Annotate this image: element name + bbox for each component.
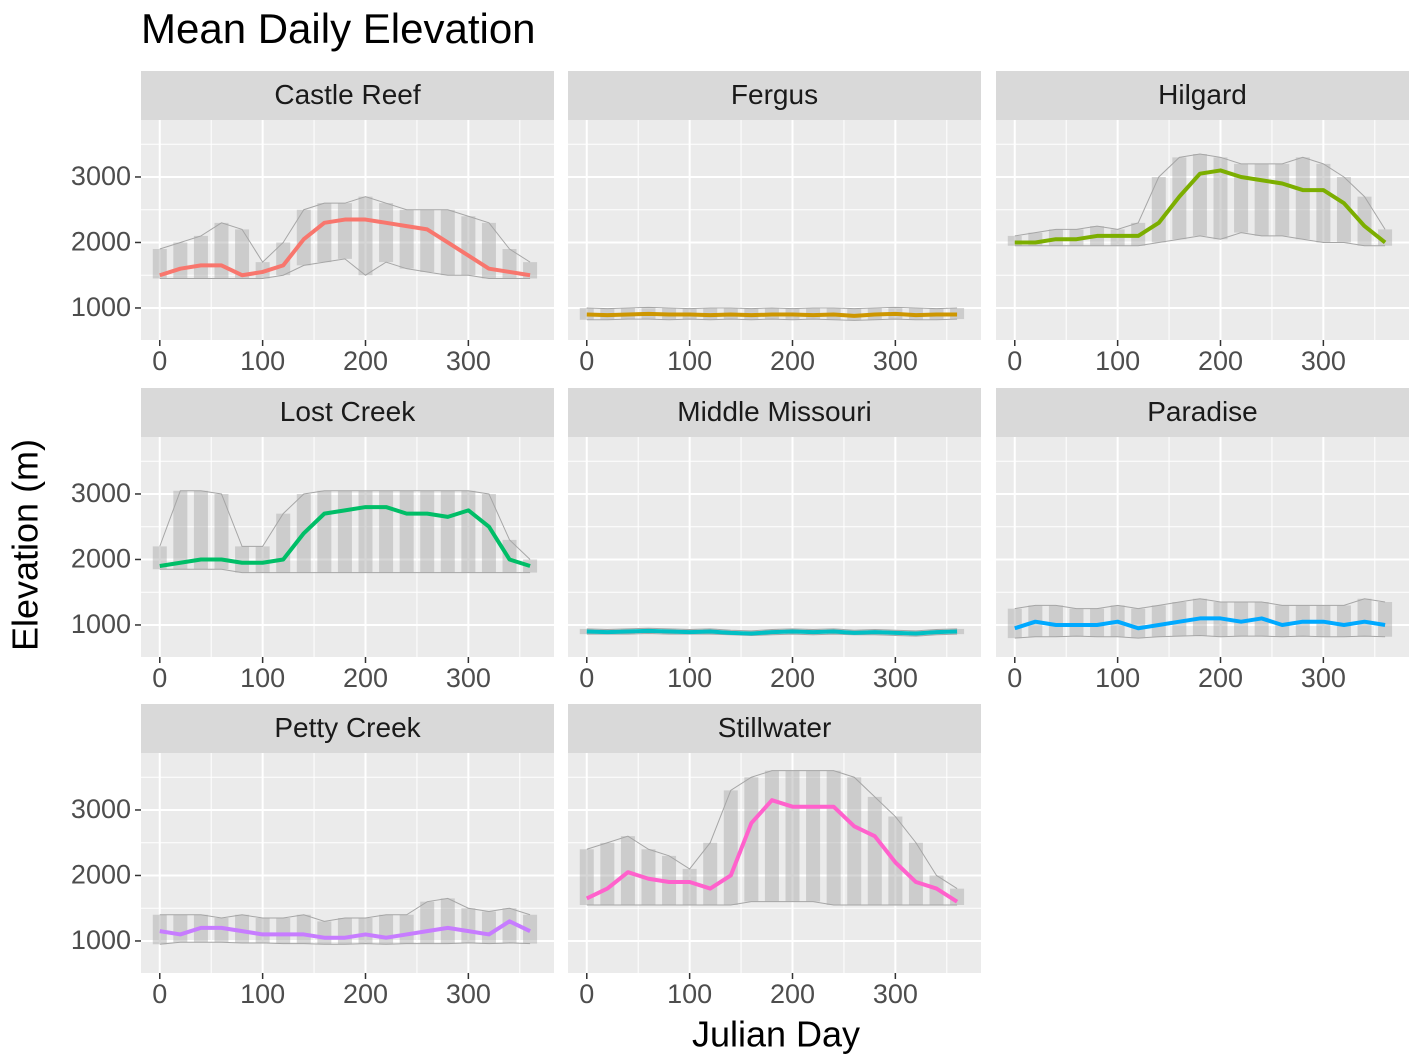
strip — [141, 388, 554, 437]
envelope-low — [586, 901, 958, 906]
y-tick-label: 1000 — [71, 292, 131, 322]
x-tick-label: 300 — [873, 346, 918, 376]
x-tick-label: 300 — [446, 346, 491, 376]
x-tick-label: 0 — [152, 346, 167, 376]
x-tick-label: 100 — [667, 979, 712, 1009]
x-tick-label: 200 — [770, 346, 815, 376]
x-tick-label: 0 — [152, 663, 167, 693]
x-tick-label: 300 — [446, 979, 491, 1009]
strip — [141, 71, 554, 120]
chart-title: Mean Daily Elevation — [141, 5, 536, 52]
envelope-low — [1014, 634, 1386, 639]
strip — [996, 71, 1409, 120]
envelope-high — [586, 306, 958, 310]
x-tick-label: 200 — [770, 979, 815, 1009]
x-tick-label: 100 — [240, 346, 285, 376]
envelope-high — [586, 627, 958, 632]
panel-background — [568, 437, 981, 657]
envelope-low — [159, 568, 531, 574]
facet-panel: Paradise 0 100 200 300 — [996, 388, 1409, 693]
strip-label: Paradise — [1147, 396, 1258, 427]
strip — [996, 388, 1409, 437]
x-tick-label: 200 — [770, 663, 815, 693]
strip — [568, 704, 981, 753]
y-tick-label: 3000 — [71, 794, 131, 824]
mean-line — [159, 505, 531, 569]
y-tick-label: 1000 — [71, 925, 131, 955]
y-tick-label: 2000 — [71, 860, 131, 890]
strip-label: Petty Creek — [274, 712, 421, 743]
strip-label: Lost Creek — [280, 396, 416, 427]
x-tick-label: 100 — [240, 979, 285, 1009]
x-tick-label: 200 — [1198, 346, 1243, 376]
envelope-low — [586, 318, 958, 321]
facet-panel: Fergus 0 100 200 300 — [568, 71, 981, 376]
envelope-low — [159, 258, 531, 279]
facet-panel: Petty Creek 1000 2000 3000 0 100 200 300 — [71, 704, 554, 1009]
facet-panel: Middle Missouri 0 100 200 300 — [568, 388, 981, 693]
x-tick-label: 300 — [873, 979, 918, 1009]
x-tick-label: 300 — [1301, 346, 1346, 376]
envelope-low — [586, 632, 958, 637]
x-tick-label: 0 — [1007, 346, 1022, 376]
x-tick-label: 300 — [446, 663, 491, 693]
envelope-high — [1014, 153, 1386, 237]
envelope-high — [586, 770, 958, 889]
x-tick-label: 100 — [667, 663, 712, 693]
x-tick-label: 300 — [1301, 663, 1346, 693]
x-tick-label: 200 — [1198, 663, 1243, 693]
panel-background — [996, 120, 1409, 340]
facet-panel: Lost Creek 1000 2000 3000 0 100 200 300 — [71, 388, 554, 693]
strip-label: Fergus — [731, 79, 818, 110]
y-tick-label: 3000 — [71, 478, 131, 508]
mean-line — [1014, 616, 1386, 631]
mean-line — [1014, 168, 1387, 245]
panel-background — [568, 753, 981, 973]
x-tick-label: 200 — [343, 663, 388, 693]
envelope-high — [159, 897, 531, 922]
x-tick-label: 0 — [579, 663, 594, 693]
mean-line — [585, 798, 959, 904]
y-tick-label: 3000 — [71, 161, 131, 191]
strip-label: Castle Reef — [274, 79, 421, 110]
facet-panel: Castle Reef 1000 2000 3000 0 100 200 300 — [71, 71, 554, 376]
x-tick-label: 0 — [579, 346, 594, 376]
y-tick-label: 1000 — [71, 609, 131, 639]
x-tick-label: 300 — [873, 663, 918, 693]
envelope-low — [159, 941, 531, 945]
envelope-high — [159, 490, 531, 560]
x-tick-label: 100 — [1095, 346, 1140, 376]
strip-label: Hilgard — [1158, 79, 1247, 110]
strip — [568, 71, 981, 120]
envelope-high — [1014, 598, 1386, 610]
strip-label: Stillwater — [718, 712, 832, 743]
mean-line — [586, 311, 958, 318]
panel-background — [568, 120, 981, 340]
x-tick-label: 0 — [579, 979, 594, 1009]
strip — [141, 704, 554, 753]
x-tick-label: 0 — [152, 979, 167, 1009]
y-axis-title: Elevation (m) — [5, 439, 46, 651]
panel-background — [141, 437, 554, 657]
y-tick-label: 2000 — [71, 544, 131, 574]
x-axis-title: Julian Day — [692, 1014, 860, 1055]
x-tick-label: 200 — [343, 346, 388, 376]
strip-label: Middle Missouri — [677, 396, 872, 427]
facet-panel: Hilgard 0 100 200 300 — [996, 71, 1409, 376]
y-tick-label: 2000 — [71, 227, 131, 257]
x-tick-label: 100 — [667, 346, 712, 376]
envelope-low — [1014, 232, 1386, 247]
mean-line — [159, 217, 531, 278]
mean-line — [586, 628, 958, 636]
x-tick-label: 0 — [1007, 663, 1022, 693]
x-tick-label: 100 — [1095, 663, 1140, 693]
mean-line — [159, 919, 531, 940]
facet-panel: Stillwater 0 100 200 300 — [568, 704, 981, 1009]
envelope-high — [159, 196, 531, 263]
x-tick-label: 200 — [343, 979, 388, 1009]
strip — [568, 388, 981, 437]
x-tick-label: 100 — [240, 663, 285, 693]
